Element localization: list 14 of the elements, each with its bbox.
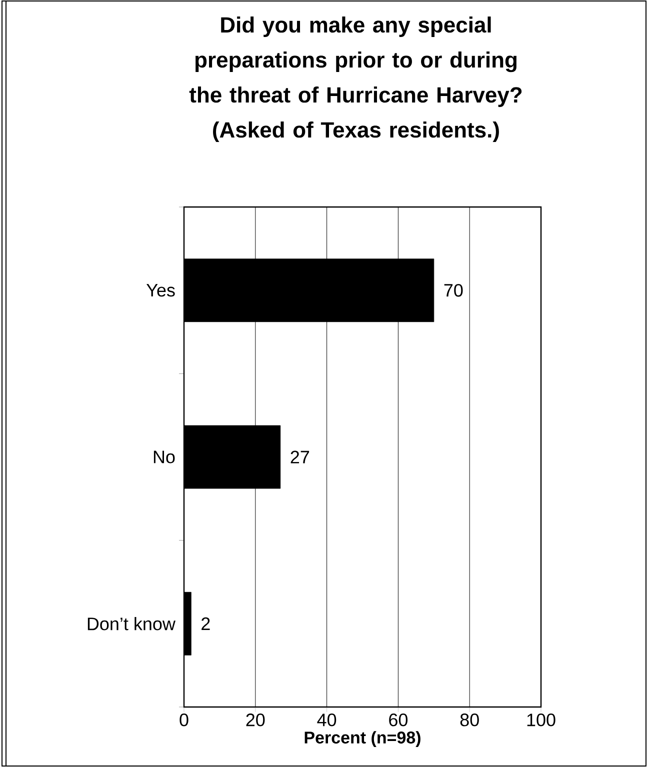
x-axis-title: Percent (n=98): [304, 731, 420, 747]
x-tick-label: 80: [460, 714, 479, 726]
x-tick-label: 0: [180, 714, 188, 726]
x-tick-label: 60: [389, 714, 408, 726]
data-label: 2: [202, 617, 210, 630]
y-tick-label: Yes: [146, 284, 175, 297]
x-tick-label: 40: [317, 714, 336, 726]
y-tick-label: Don’t know: [88, 617, 176, 630]
chart-title: Did you make any special preparations prior to or during the threat of Hurricane Harvey? (Asked of Texas residents.): [189, 16, 522, 142]
x-tick-label: 20: [246, 714, 265, 726]
data-label: 70: [444, 284, 463, 297]
x-tick-label: 100: [527, 714, 556, 726]
y-tick-label: No: [154, 450, 175, 464]
data-label: 27: [290, 450, 310, 464]
